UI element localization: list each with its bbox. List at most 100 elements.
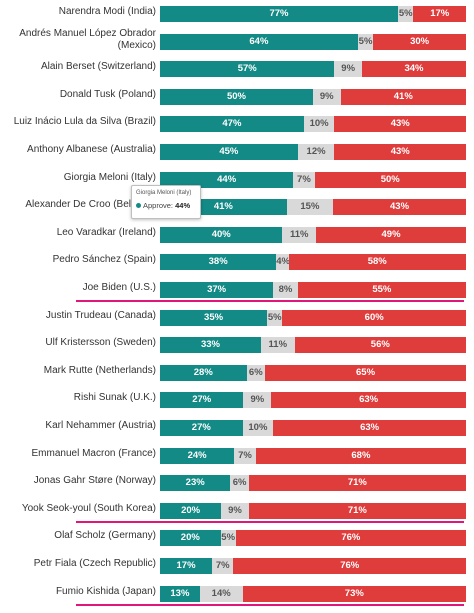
bar-segment-disapprove[interactable]: 41% (340, 88, 466, 105)
bar-segment-approve[interactable]: 20% (160, 530, 221, 547)
category-label: Luiz Inácio Lula da Silva (Brazil) (13, 116, 156, 128)
highlight-underline (76, 520, 464, 523)
chart-row: Karl Nehammer (Austria) 27% 10% 63% (0, 418, 474, 446)
stacked-bar[interactable]: 24% 7% 68% (160, 447, 466, 464)
stacked-bar[interactable]: 35% 5% 60% (160, 309, 466, 326)
category-label: Anthony Albanese (Australia) (27, 144, 156, 155)
bar-segment-approve[interactable]: 57% (160, 61, 335, 78)
bar-segment-approve[interactable]: 35% (160, 309, 268, 326)
bar-segment-neutral[interactable]: 14% (199, 585, 243, 602)
bar-segment-approve[interactable]: 23% (160, 475, 231, 492)
bar-segment-disapprove[interactable]: 43% (334, 144, 466, 160)
stacked-bar[interactable]: 77% 5% 17% (160, 6, 466, 22)
stacked-bar[interactable]: 38%4%58% (160, 254, 466, 271)
stacked-bar[interactable]: 27% 9% 63% (160, 392, 466, 409)
bar-segment-neutral[interactable]: 9% (334, 61, 362, 78)
bar-segment-disapprove[interactable]: 17% (413, 6, 466, 22)
category-label: Petr Fiala (Czech Republic) (33, 558, 156, 569)
bar-segment-disapprove[interactable]: 76% (233, 558, 466, 574)
bar-segment-approve[interactable]: 45% (160, 144, 298, 160)
stacked-bar[interactable]: 23% 6% 71% (160, 475, 466, 492)
bar-segment-disapprove[interactable]: 30% (373, 33, 466, 50)
stacked-bar[interactable]: 47% 10% 43% (160, 116, 466, 133)
bar-segment-neutral[interactable]: 10% (303, 116, 335, 133)
bar-segment-disapprove[interactable]: 76% (235, 530, 466, 547)
stacked-bar[interactable]: 27% 10% 63% (160, 420, 466, 436)
bar-segment-approve[interactable]: 28% (160, 364, 247, 381)
bar-segment-neutral[interactable]: 7% (234, 447, 256, 464)
bar-segment-neutral[interactable]: 8% (273, 282, 298, 298)
bar-segment-approve[interactable]: 27% (160, 420, 243, 436)
bar-segment-neutral[interactable]: 5% (267, 309, 283, 326)
chart-row: Olaf Scholz (Germany) 20% 5% 76% (0, 528, 474, 556)
category-label: Mark Rutte (Netherlands) (43, 364, 156, 376)
bar-segment-approve[interactable]: 37% (160, 282, 274, 298)
stacked-bar[interactable]: 41% 15% 43% (160, 199, 466, 216)
bar-segment-neutral[interactable]: 10% (242, 420, 274, 436)
bar-segment-neutral[interactable]: 4% (276, 254, 289, 271)
bar-segment-disapprove[interactable]: 71% (248, 475, 466, 492)
bar-segment-approve[interactable]: 77% (160, 6, 398, 22)
bar-segment-disapprove[interactable]: 43% (333, 199, 466, 216)
bar-segment-approve[interactable]: 64% (160, 33, 358, 50)
bar-segment-approve[interactable]: 50% (160, 88, 313, 105)
bar-segment-approve[interactable]: 13% (160, 585, 200, 602)
stacked-bar[interactable]: 33% 11% 56% (160, 337, 466, 354)
bar-segment-neutral[interactable]: 7% (212, 558, 234, 574)
bar-segment-disapprove[interactable]: 58% (288, 254, 466, 271)
category-label: Fumio Kishida (Japan) (55, 585, 156, 597)
stacked-bar[interactable]: 28% 6% 65% (160, 364, 466, 381)
bar-segment-disapprove[interactable]: 43% (334, 116, 466, 133)
stacked-bar[interactable]: 20% 9% 71% (160, 502, 466, 519)
bar-segment-disapprove[interactable]: 63% (273, 420, 466, 436)
bar-segment-disapprove[interactable]: 71% (248, 502, 466, 519)
bar-segment-disapprove[interactable]: 68% (255, 447, 466, 464)
bar-segment-neutral[interactable]: 7% (293, 171, 315, 188)
bar-segment-neutral[interactable]: 11% (260, 337, 295, 354)
bar-segment-disapprove[interactable]: 55% (297, 282, 466, 298)
category-label: Alain Berset (Switzerland) (40, 61, 156, 73)
bar-segment-disapprove[interactable]: 60% (282, 309, 466, 326)
stacked-bar[interactable]: 50% 9% 41% (160, 88, 466, 105)
bar-segment-neutral[interactable]: 9% (221, 502, 249, 519)
stacked-bar[interactable]: 44% 7% 50% (160, 171, 466, 188)
bar-segment-neutral[interactable]: 9% (243, 392, 272, 409)
bar-segment-approve[interactable]: 20% (160, 502, 222, 519)
bar-segment-neutral[interactable]: 12% (297, 144, 335, 160)
bar-segment-disapprove[interactable]: 34% (361, 61, 466, 78)
bar-segment-approve[interactable]: 40% (160, 226, 283, 243)
bar-segment-neutral[interactable]: 9% (313, 88, 341, 105)
bar-segment-disapprove[interactable]: 50% (314, 171, 466, 188)
bar-segment-disapprove[interactable]: 65% (265, 364, 466, 381)
stacked-bar[interactable]: 17% 7% 76% (160, 558, 466, 574)
bar-segment-disapprove[interactable]: 49% (316, 226, 466, 243)
chart-row: Jonas Gahr Støre (Norway) 23% 6% 71% (0, 473, 474, 501)
bar-segment-neutral[interactable]: 5% (220, 530, 236, 547)
stacked-bar[interactable]: 13% 14% 73% (160, 585, 466, 602)
stacked-bar[interactable]: 45% 12% 43% (160, 144, 466, 160)
bar-segment-approve[interactable]: 27% (160, 392, 244, 409)
bar-segment-neutral[interactable]: 11% (282, 226, 317, 243)
bar-segment-disapprove[interactable]: 63% (271, 392, 466, 409)
bar-segment-approve[interactable]: 44% (160, 171, 294, 188)
bar-segment-approve[interactable]: 47% (160, 116, 304, 133)
chart-row: Emmanuel Macron (France) 24% 7% 68% (0, 446, 474, 474)
stacked-bar[interactable]: 64% 5% 30% (160, 33, 466, 50)
stacked-bar[interactable]: 20% 5% 76% (160, 530, 466, 547)
chart-row: Ulf Kristersson (Sweden) 33% 11% 56% (0, 335, 474, 363)
bar-segment-approve[interactable]: 17% (160, 558, 213, 574)
bar-segment-neutral[interactable]: 6% (246, 364, 266, 381)
stacked-bar[interactable]: 57% 9% 34% (160, 61, 466, 78)
bar-segment-disapprove[interactable]: 56% (294, 337, 466, 354)
bar-segment-neutral[interactable]: 5% (357, 33, 374, 50)
bar-segment-disapprove[interactable]: 73% (242, 585, 466, 602)
stacked-bar[interactable]: 40% 11% 49% (160, 226, 466, 243)
bar-segment-approve[interactable]: 38% (160, 254, 277, 271)
bar-segment-neutral[interactable]: 5% (398, 6, 414, 22)
stacked-bar[interactable]: 37% 8% 55% (160, 282, 466, 298)
bar-segment-approve[interactable]: 24% (160, 447, 235, 464)
bar-segment-neutral[interactable]: 15% (286, 199, 334, 216)
bar-segment-neutral[interactable]: 6% (230, 475, 249, 492)
bar-segment-approve[interactable]: 33% (160, 337, 261, 354)
